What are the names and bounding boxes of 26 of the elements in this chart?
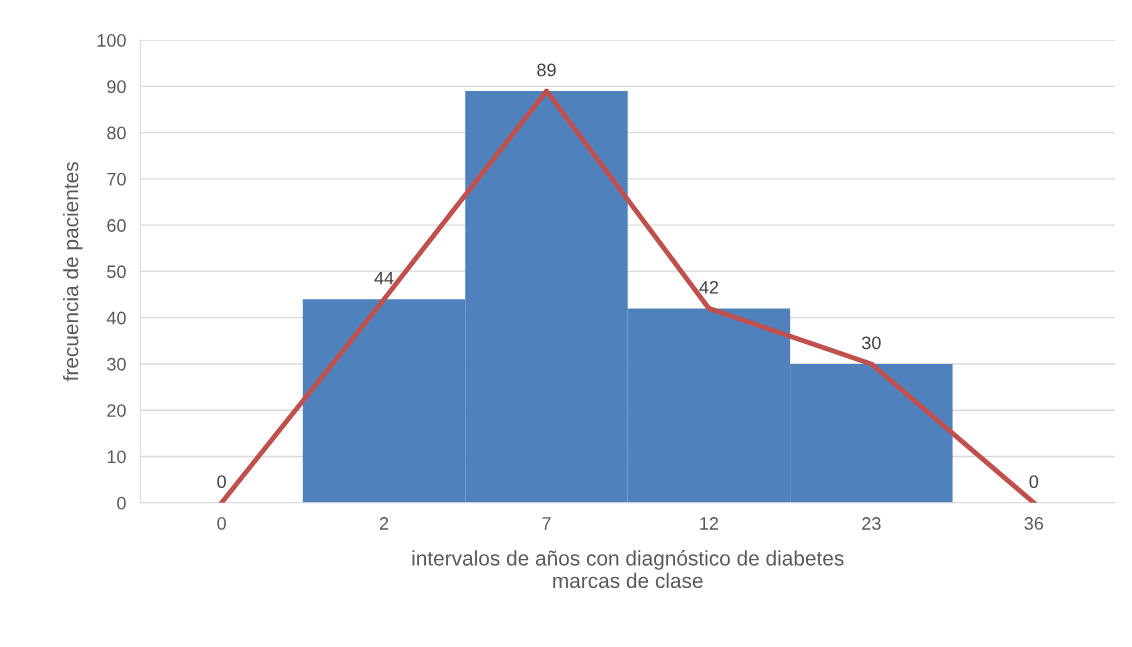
y-tick-label: 60 xyxy=(107,219,126,232)
data-label: 42 xyxy=(699,280,719,294)
y-axis-title: frecuencia de pacientes xyxy=(63,162,83,382)
data-label: 0 xyxy=(1029,475,1039,489)
y-tick-label: 80 xyxy=(107,126,126,140)
data-label: 89 xyxy=(537,63,556,77)
x-tick-label: 2 xyxy=(379,517,389,530)
line-series xyxy=(219,88,1037,503)
data-label: 44 xyxy=(374,271,394,285)
x-tick-label: 36 xyxy=(1024,517,1044,530)
y-tick-label: 0 xyxy=(117,496,126,510)
y-tick-label: 90 xyxy=(107,80,126,94)
x-tick-label: 7 xyxy=(542,517,551,530)
y-tick-label: 100 xyxy=(97,34,126,47)
x-axis-title: intervalos de años con diagnóstico de diabetes marcas de clase xyxy=(412,550,844,589)
x-tick-label: 0 xyxy=(217,517,226,530)
y-tick-label: 20 xyxy=(107,404,126,417)
y-tick-label: 30 xyxy=(107,357,126,371)
y-tick-label: 40 xyxy=(106,311,126,325)
y-tick-label: 10 xyxy=(107,450,126,464)
x-tick-label: 12 xyxy=(700,517,719,530)
y-tick-label: 50 xyxy=(107,265,126,279)
x-tick-label: 23 xyxy=(862,517,881,530)
data-label: 0 xyxy=(217,475,226,489)
y-tick-label: 70 xyxy=(107,172,126,186)
data-label: 30 xyxy=(862,336,881,350)
